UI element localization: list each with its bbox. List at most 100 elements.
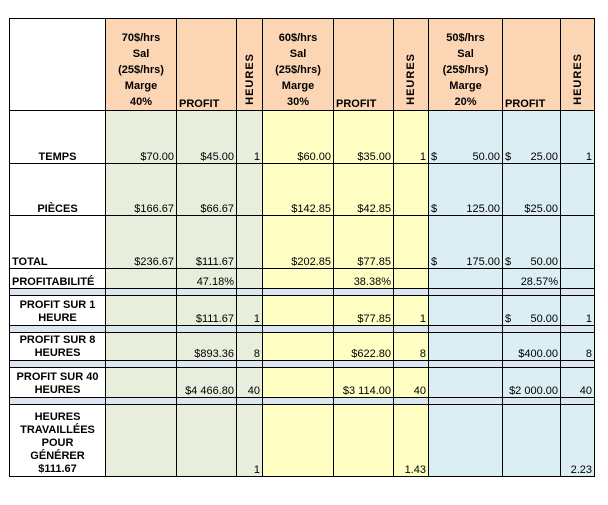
row-label-total: TOTAL bbox=[9, 215, 106, 269]
cell: $50.00 bbox=[502, 215, 561, 269]
cell bbox=[105, 367, 177, 398]
cell: $50.00 bbox=[502, 295, 561, 326]
cell: $60.00 bbox=[262, 110, 334, 164]
cell: 2.23 bbox=[560, 404, 595, 477]
cell bbox=[560, 268, 595, 289]
corner-cell bbox=[9, 18, 106, 111]
separator-row bbox=[9, 288, 595, 296]
separator-row bbox=[9, 360, 595, 368]
cell: $42.85 bbox=[333, 163, 394, 216]
cell: $111.67 bbox=[176, 295, 237, 326]
row-label-profit-8h: PROFIT SUR 8 HEURES bbox=[9, 332, 106, 361]
cell: $50.00 bbox=[428, 110, 503, 164]
heures-header: HEURES bbox=[393, 18, 429, 111]
cell: $77.85 bbox=[333, 295, 394, 326]
table-row: HEURES TRAVAILLÉES POUR GÉNÉRER $111.67 1 1.… bbox=[9, 404, 595, 477]
cell: 8 bbox=[393, 332, 429, 361]
cell bbox=[262, 367, 334, 398]
cell: $236.67 bbox=[105, 215, 177, 269]
profit-header: PROFIT bbox=[502, 18, 561, 111]
row-label-profit-40h: PROFIT SUR 40 HEURES bbox=[9, 367, 106, 398]
row-label-temps: TEMPS bbox=[9, 110, 106, 164]
cell: $125.00 bbox=[428, 163, 503, 216]
profitability-table: 70$/hrs Sal (25$/hrs) Marge 40% PROFIT HEURE… bbox=[9, 18, 595, 477]
table-row: PROFIT SUR 8 HEURES $893.36 8 $622.80 8 $… bbox=[9, 332, 595, 361]
cell: 40 bbox=[560, 367, 595, 398]
cell: 1 bbox=[560, 110, 595, 164]
cell: $4 466.80 bbox=[176, 367, 237, 398]
cell: $2 000.00 bbox=[502, 367, 561, 398]
cell bbox=[393, 268, 429, 289]
cell bbox=[176, 404, 237, 477]
cell bbox=[105, 332, 177, 361]
row-label-pieces: PIÈCES bbox=[9, 163, 106, 216]
cell: $111.67 bbox=[176, 215, 237, 269]
cell bbox=[236, 163, 263, 216]
cell bbox=[105, 268, 177, 289]
rate-header-70: 70$/hrs Sal (25$/hrs) Marge 40% bbox=[105, 18, 177, 111]
cell bbox=[105, 404, 177, 477]
cell bbox=[560, 215, 595, 269]
cell bbox=[105, 295, 177, 326]
cell: 1 bbox=[393, 295, 429, 326]
cell: 40 bbox=[236, 367, 263, 398]
cell: $25.00 bbox=[502, 110, 561, 164]
separator-row bbox=[9, 325, 595, 333]
cell: $202.85 bbox=[262, 215, 334, 269]
table-row: TOTAL $236.67 $111.67 $202.85 $77.85 $17… bbox=[9, 215, 595, 269]
cell bbox=[428, 367, 503, 398]
cell bbox=[502, 404, 561, 477]
row-label-heures-travaillees: HEURES TRAVAILLÉES POUR GÉNÉRER $111.67 bbox=[9, 404, 106, 477]
cell bbox=[236, 215, 263, 269]
table-row: PROFITABILITÉ 47.18% 38.38% 28.57% bbox=[9, 268, 595, 289]
cell: $66.67 bbox=[176, 163, 237, 216]
cell bbox=[393, 215, 429, 269]
cell bbox=[262, 295, 334, 326]
cell: $175.00 bbox=[428, 215, 503, 269]
cell: 8 bbox=[236, 332, 263, 361]
cell: $622.80 bbox=[333, 332, 394, 361]
cell: $25.00 bbox=[502, 163, 561, 216]
cell: $70.00 bbox=[105, 110, 177, 164]
cell: 1 bbox=[236, 295, 263, 326]
header-row: 70$/hrs Sal (25$/hrs) Marge 40% PROFIT HEURE… bbox=[9, 18, 595, 111]
cell: $45.00 bbox=[176, 110, 237, 164]
cell: $400.00 bbox=[502, 332, 561, 361]
cell: 1 bbox=[560, 295, 595, 326]
profit-header: PROFIT bbox=[333, 18, 394, 111]
cell: 1.43 bbox=[393, 404, 429, 477]
cell: 1 bbox=[393, 110, 429, 164]
cell bbox=[262, 404, 334, 477]
cell: $77.85 bbox=[333, 215, 394, 269]
row-label-profit-1h: PROFIT SUR 1 HEURE bbox=[9, 295, 106, 326]
cell: 38.38% bbox=[333, 268, 394, 289]
cell bbox=[262, 332, 334, 361]
rate-header-50: 50$/hrs Sal (25$/hrs) Marge 20% bbox=[428, 18, 503, 111]
separator-row bbox=[9, 397, 595, 405]
cell: $3 114.00 bbox=[333, 367, 394, 398]
heures-header: HEURES bbox=[560, 18, 595, 111]
table-row: PIÈCES $166.67 $66.67 $142.85 $42.85 $12… bbox=[9, 163, 595, 216]
cell bbox=[428, 332, 503, 361]
cell: $142.85 bbox=[262, 163, 334, 216]
cell bbox=[333, 404, 394, 477]
cell bbox=[236, 268, 263, 289]
table-row: PROFIT SUR 40 HEURES $4 466.80 40 $3 114.… bbox=[9, 367, 595, 398]
cell: $35.00 bbox=[333, 110, 394, 164]
cell bbox=[393, 163, 429, 216]
heures-header: HEURES bbox=[236, 18, 263, 111]
cell bbox=[428, 268, 503, 289]
row-label-profitabilite: PROFITABILITÉ bbox=[9, 268, 106, 289]
cell: 47.18% bbox=[176, 268, 237, 289]
cell: 1 bbox=[236, 110, 263, 164]
profit-header: PROFIT bbox=[176, 18, 237, 111]
cell bbox=[560, 163, 595, 216]
cell bbox=[262, 268, 334, 289]
cell: 1 bbox=[236, 404, 263, 477]
cell: $166.67 bbox=[105, 163, 177, 216]
cell: 40 bbox=[393, 367, 429, 398]
cell bbox=[428, 295, 503, 326]
cell bbox=[428, 404, 503, 477]
cell: 28.57% bbox=[502, 268, 561, 289]
table-row: PROFIT SUR 1 HEURE $111.67 1 $77.85 1 $50… bbox=[9, 295, 595, 326]
